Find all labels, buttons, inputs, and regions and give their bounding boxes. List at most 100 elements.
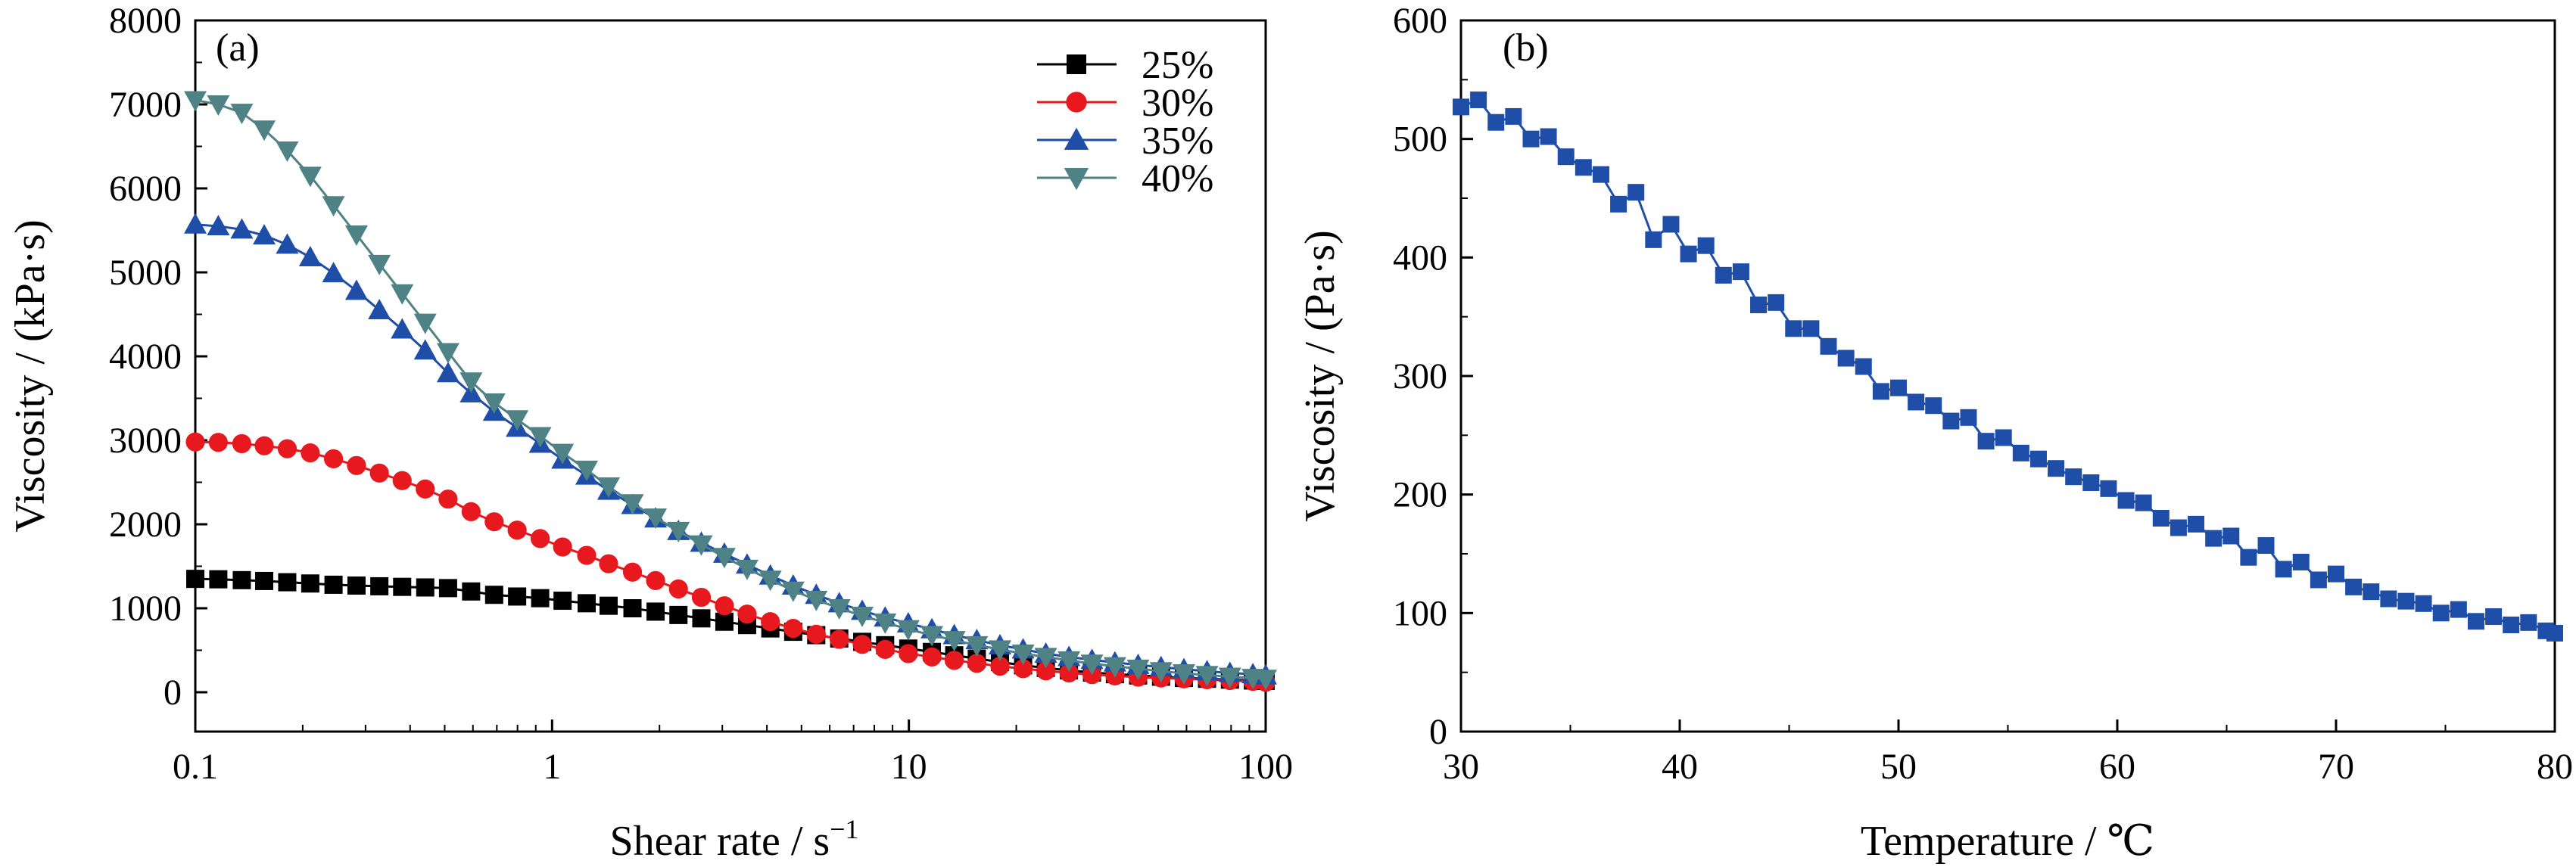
panel-b-data-point [2170,519,2187,536]
panel-a-data-point [186,570,204,589]
panel-a-y-tick-label: 6000 [109,169,182,209]
panel-b-x-tick-label: 80 [2537,747,2573,787]
panel-b-data-point [1750,297,1768,313]
panel-b-data-point [1505,107,1522,125]
panel-b-data-point [2048,460,2065,477]
panel-a-data-point [761,612,780,632]
panel-b-plot-frame [1459,19,2556,733]
panel-a-data-point [298,166,322,188]
panel-b-chart: 0 100 200 300 400 500 600 30 40 50 60 70 80 (b) Tem… [1297,1,2573,865]
panel-a-data-point [209,570,228,589]
panel-a-data-point [507,521,527,540]
panel-a-data-point [184,91,207,112]
panel-b-data-point [2117,492,2135,509]
panel-a-data-point [551,443,575,465]
panel-b-data-point [1697,237,1715,254]
panel-b-data-point [1557,148,1575,166]
panel-b-data-point [1785,320,1802,337]
panel-a-data-point [712,548,736,569]
panel-b-data-point [2222,527,2240,545]
panel-a-data-point [623,599,642,617]
panel-a-data-point [368,254,391,275]
panel-a-data-point [920,626,944,647]
panel-a-data-point [1254,670,1277,691]
panel-a-data-point [577,545,596,565]
panel-a-data-point [484,512,504,532]
panel-a-data-point [692,609,711,628]
panel-b-data-point [1855,358,1872,375]
panel-b-data-point [1610,195,1628,213]
panel-a-series-30pct [185,432,1276,692]
panel-b-data-point [1977,433,1995,450]
panel-b-data-point [2292,553,2310,570]
panel-b-data-point [1680,245,1697,263]
panel-a-data-point [230,218,254,239]
panel-a-data-point [578,594,596,613]
panel-a-data-point [830,629,849,649]
panel-b-y-tick-label: 0 [1429,712,1447,752]
panel-b-series [1453,91,2563,642]
panel-a-data-point [667,521,690,542]
panel-a-data-point [253,120,276,141]
panel-a-data-point [1126,659,1150,680]
panel-a-data-point [781,581,805,602]
panel-b-data-point [2029,450,2047,468]
panel-b-data-point [2012,444,2029,461]
panel-a-data-point [508,587,527,606]
panel-a-data-point [1011,644,1035,665]
legend-marker [1066,92,1087,113]
panel-b-data-point [1802,320,1820,337]
panel-b-y-tick-label: 400 [1393,238,1447,278]
panel-a-data-point [392,471,412,490]
panel-b-data-point [2275,561,2292,578]
panel-a-chart: 0 1000 2000 3000 4000 5000 6000 7000 8000 0.1 1 10… [7,1,1293,865]
panel-a-data-point [370,576,389,595]
panel-b-data-point [2546,624,2563,642]
panel-a-data-point [276,233,299,254]
panel-a-data-point [347,576,366,595]
panel-b-x-axis-title: Temperature / ℃ [1861,818,2154,865]
panel-a-data-point [553,592,572,611]
panel-a-series-group [184,91,1277,692]
panel-a-x-tick-label: 1 [543,747,561,787]
panel-a-data-point [715,612,734,631]
legend-label: 30% [1142,82,1213,125]
panel-a-x-axis-title: Shear rate / s−1 [609,814,858,865]
panel-b-y-axis: 0 100 200 300 400 500 600 [1393,1,1473,752]
panel-a-data-point [691,587,712,608]
panel-a-data-point [391,318,414,339]
panel-a-data-point [735,559,758,580]
panel-a-data-point [347,455,366,475]
panel-b-data-point [1732,263,1749,281]
panel-b-data-point [2503,617,2520,633]
panel-b-x-tick-label: 60 [2099,747,2135,787]
panel-b-data-point [1768,294,1785,311]
panel-a-data-point [230,104,254,125]
panel-a-y-tick-label: 8000 [109,1,182,41]
panel-a-y-axis-title: Viscosity / (kPa·s) [7,219,54,533]
panel-b-series-group [1453,91,2563,642]
panel-b-data-point [1715,266,1732,284]
panel-b-data-point [2397,592,2415,610]
panel-a-data-point [278,573,297,592]
panel-b-data-point [2415,595,2432,612]
panel-b-data-point [2467,613,2484,630]
panel-b-data-point [2065,468,2082,486]
panel-b-series-line [1460,98,2556,635]
panel-b-data-point [2485,608,2503,626]
legend-marker [1064,127,1089,150]
panel-a-data-point [276,141,299,163]
panel-a-data-point [207,95,230,116]
panel-a-data-point [851,606,874,627]
panel-a-data-point [232,434,252,454]
panel-b-data-point [2363,583,2380,601]
panel-a-data-point [528,427,552,448]
panel-b-data-point [2100,480,2117,497]
panel-a-data-point [899,644,918,663]
panel-a-data-point [922,647,942,667]
panel-a-data-point [277,439,297,458]
panel-a-data-point [436,362,459,383]
panel-b-y-tick-label: 600 [1393,1,1447,41]
panel-b-data-point [2152,510,2170,527]
panel-b-x-tick-label: 40 [1662,747,1698,787]
